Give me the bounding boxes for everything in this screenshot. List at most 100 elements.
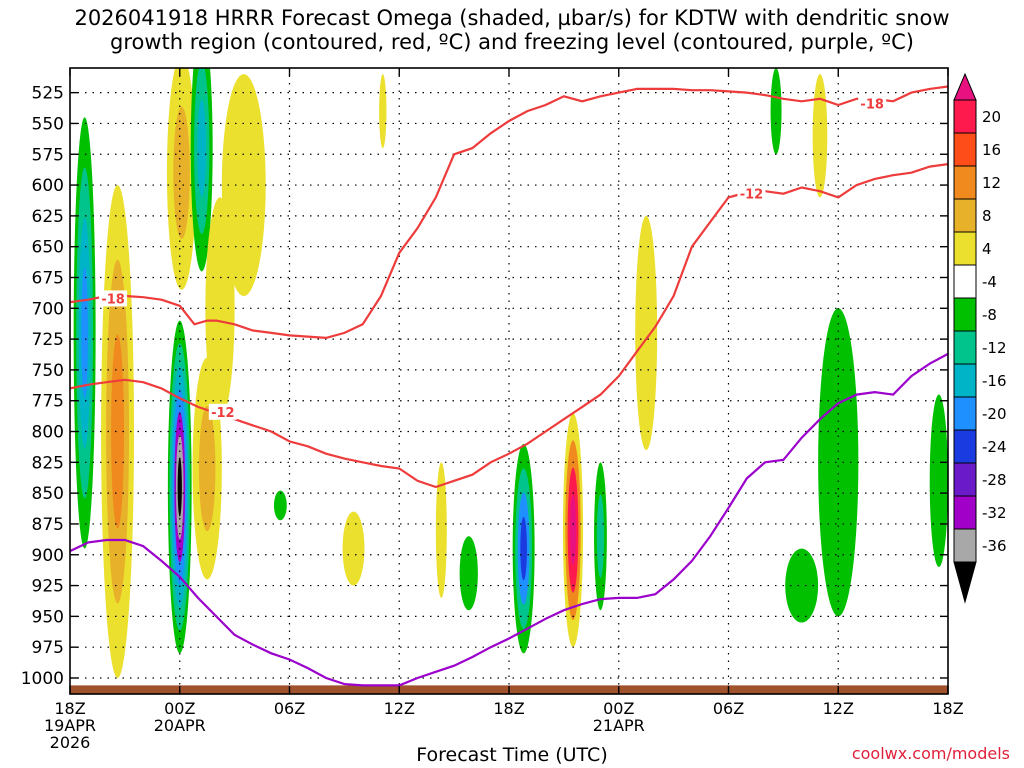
colorbar-segment-10 (953, 429, 977, 464)
colorbar: 20 16 12 8 4 -4 -8 -12 -16 -20 -24 -28 -32 -36 (953, 72, 1007, 604)
y-tick-label-550: 550 (32, 114, 64, 134)
contour-label-bg-2 (208, 403, 237, 420)
x-tick-label-0-0: 18Z (54, 699, 85, 718)
colorbar-label-6: -8 (982, 306, 997, 324)
y-tick-label-900: 900 (32, 546, 64, 566)
colorbar-label-12: -32 (982, 504, 1007, 522)
omega-blob-13-level-3 (520, 516, 527, 581)
colorbar-segment-7 (953, 330, 977, 365)
colorbar-label-8: -16 (982, 372, 1007, 390)
contour-label-3: -12 (740, 188, 764, 203)
colorbar-segment-11 (953, 462, 977, 497)
x-tick-label-24-0: 18Z (493, 699, 524, 718)
omega-blob-8-level-0 (273, 490, 287, 521)
omega-blob-21-level-0 (635, 215, 658, 451)
y-tick-label-925: 925 (32, 577, 64, 597)
contour-label-2: -12 (211, 406, 235, 421)
x-tick-label-30-0: 00Z (603, 699, 634, 718)
omega-blob-6-level-0 (205, 197, 235, 420)
colorbar-label-11: -28 (982, 471, 1007, 489)
y-tick-label-825: 825 (32, 453, 64, 473)
colorbar-segment-1 (953, 132, 977, 167)
colorbar-segment-3 (953, 198, 977, 233)
y-tick-label-700: 700 (32, 299, 64, 319)
y-tick-label-725: 725 (32, 330, 64, 350)
y-tick-label-875: 875 (32, 515, 64, 535)
y-tick-label-600: 600 (32, 176, 64, 196)
omega-blob-12-level-0 (459, 536, 478, 611)
colorbar-segment-5 (953, 264, 977, 299)
omega-blob-10-level-0 (379, 74, 387, 149)
x-tick-label-12-0: 06Z (274, 699, 305, 718)
x-tick-label-36-0: 06Z (713, 699, 744, 718)
omega-blob-17-level-0 (785, 548, 819, 623)
omega-blob-20-level-0 (812, 74, 828, 198)
y-tick-label-650: 650 (32, 238, 64, 258)
y-tick-label-625: 625 (32, 207, 64, 227)
omega-blob-14-level-3 (569, 494, 577, 566)
colorbar-label-13: -36 (982, 537, 1007, 555)
colorbar-segment-2 (953, 165, 977, 200)
chart-title: 2026041918 HRRR Forecast Omega (shaded, … (74, 6, 950, 54)
y-tick-label-950: 950 (32, 607, 64, 627)
plot-area: -18 -18 -12 -12 (70, 68, 948, 694)
colorbar-label-4: 4 (982, 240, 992, 258)
contour-label-bg-3 (737, 185, 766, 202)
x-tick-label-42-0: 12Z (823, 699, 854, 718)
colorbar-label-3: 8 (982, 207, 992, 225)
x-tick-label-18-0: 12Z (384, 699, 415, 718)
colorbar-top-arrow (953, 72, 977, 101)
omega-blob-7-level-1 (198, 405, 216, 532)
omega-blob-18-level-0 (929, 394, 948, 568)
omega-blob-16-level-0 (818, 308, 859, 617)
colorbar-segment-4 (953, 231, 977, 266)
omega-blob-9-level-0 (342, 511, 365, 586)
contour-label-bg-1 (858, 95, 887, 112)
y-tick-label-775: 775 (32, 392, 64, 412)
contour-label-bg-0 (99, 290, 128, 307)
x-tick-label-6-1: 20APR (154, 716, 206, 735)
colorbar-segment-12 (953, 495, 977, 530)
omega-blob-11-level-0 (435, 462, 447, 598)
x-tick-label-48-0: 18Z (932, 699, 963, 718)
omega-blob-1-level-2 (111, 334, 125, 529)
y-tick-label-850: 850 (32, 484, 64, 504)
contour-label-0: -18 (101, 292, 125, 307)
y-tick-label-525: 525 (32, 84, 64, 104)
contour-label-1: -18 (860, 98, 884, 113)
y-tick-label-575: 575 (32, 145, 64, 165)
colorbar-label-7: -12 (982, 339, 1007, 357)
x-tick-label-6-0: 00Z (164, 699, 195, 718)
x-tick-label-0-2: 2026 (50, 733, 91, 752)
colorbar-segment-9 (953, 396, 977, 431)
colorbar-segment-13 (953, 528, 977, 563)
x-tick-label-30-1: 21APR (593, 716, 645, 735)
omega-blob-15-level-1 (596, 494, 605, 579)
colorbar-label-9: -20 (982, 405, 1007, 423)
colorbar-segment-6 (953, 297, 977, 332)
y-tick-label-675: 675 (32, 268, 64, 288)
omega-blob-0-level-3 (81, 267, 88, 399)
colorbar-label-1: 16 (982, 141, 1001, 159)
colorbar-label-2: 12 (982, 174, 1001, 192)
y-tick-label-975: 975 (32, 638, 64, 658)
colorbar-segment-8 (953, 363, 977, 398)
omega-blob-4-level-6 (177, 457, 182, 517)
omega-blob-2-level-1 (173, 106, 190, 239)
credit-text: coolwx.com/models (851, 744, 1010, 763)
y-tick-label-1000: 1000 (21, 669, 64, 689)
freezing-level-contour (70, 352, 948, 687)
y-tick-label-750: 750 (32, 361, 64, 381)
colorbar-bottom-arrow (953, 561, 977, 604)
dgz-contour-0 (70, 85, 948, 340)
colorbar-label-0: 20 (982, 108, 1001, 126)
y-tick-label-800: 800 (32, 423, 64, 443)
omega-blob-19-level-0 (770, 68, 782, 155)
x-tick-label-0-1: 19APR (44, 716, 96, 735)
omega-blob-3-level-2 (197, 99, 207, 197)
colorbar-segment-0 (953, 99, 977, 134)
colorbar-label-10: -24 (982, 438, 1007, 456)
colorbar-label-5: -4 (982, 273, 997, 291)
x-axis-label: Forecast Time (UTC) (416, 744, 608, 766)
